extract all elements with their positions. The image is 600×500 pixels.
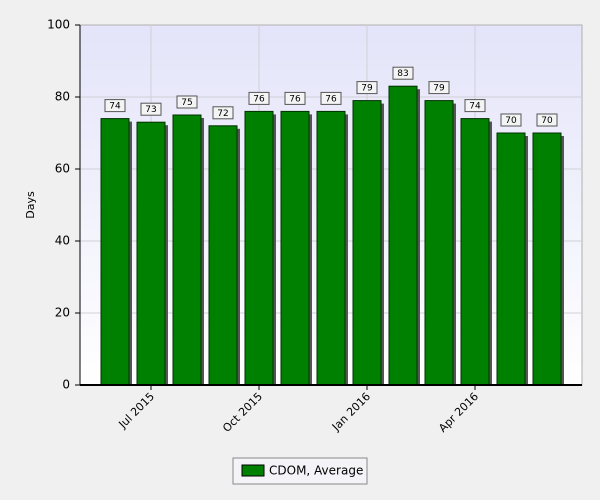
value-label: 74 [469, 102, 481, 112]
value-label: 75 [181, 98, 192, 108]
value-label: 73 [145, 105, 156, 115]
bar [352, 100, 382, 386]
bar [208, 125, 238, 386]
value-label-box [356, 81, 378, 95]
value-label: 70 [505, 116, 517, 126]
value-label: 76 [253, 94, 265, 104]
x-tick-label: Jan 2016 [329, 390, 373, 434]
bar [424, 100, 454, 386]
value-label-box [464, 99, 486, 113]
bar [496, 132, 526, 386]
y-tick-label: 20 [55, 306, 70, 320]
bar [172, 114, 202, 386]
y-tick-label: 100 [47, 18, 70, 32]
x-tick-label: Apr 2016 [436, 390, 481, 435]
bar [388, 85, 418, 386]
y-tick-label: 60 [55, 162, 70, 176]
bar [280, 110, 310, 386]
bar [460, 118, 490, 386]
value-label: 76 [289, 94, 301, 104]
value-label: 76 [325, 94, 337, 104]
bar [100, 118, 130, 386]
bar [244, 110, 274, 386]
x-tick-label: Oct 2015 [220, 390, 265, 435]
value-label-box [104, 99, 126, 113]
value-label: 83 [397, 69, 408, 79]
value-label-box [500, 113, 522, 127]
bar [136, 121, 166, 386]
value-label: 79 [361, 84, 373, 94]
value-label-box [212, 106, 234, 120]
legend-swatch [241, 464, 265, 477]
value-label-box [428, 81, 450, 95]
value-label: 72 [217, 109, 228, 119]
y-tick-label: 40 [55, 234, 70, 248]
y-tick-label: 0 [62, 378, 70, 392]
value-label-box [248, 91, 270, 105]
value-label-box [140, 102, 162, 116]
value-label: 74 [109, 102, 121, 112]
bar [316, 110, 346, 386]
value-label: 70 [541, 116, 553, 126]
value-label-box [536, 113, 558, 127]
y-tick-label: 80 [55, 90, 70, 104]
x-tick-label: Jul 2015 [116, 390, 158, 432]
value-label-box [284, 91, 306, 105]
y-axis-label: Days [24, 191, 37, 219]
legend-label: CDOM, Average [269, 464, 363, 478]
bar [532, 132, 562, 386]
value-label-box [176, 95, 198, 109]
value-label-box [320, 91, 342, 105]
value-label-box [392, 66, 414, 80]
value-label: 79 [433, 84, 445, 94]
